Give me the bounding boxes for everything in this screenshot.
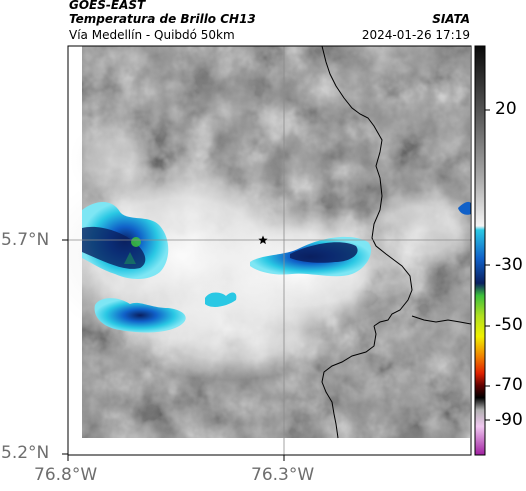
plot-frame (67, 45, 472, 456)
timestamp-label: 2024-01-26 17:19 (361, 28, 470, 42)
agency-label: SIATA (432, 12, 470, 26)
colorbar (474, 45, 490, 456)
lat-tick-label: 5.7°N (1, 230, 50, 250)
colorbar-label: -90 (495, 410, 523, 430)
star-icon (258, 235, 268, 245)
colorbar-label: 20 (495, 99, 517, 119)
convective-cell-southwest (94, 298, 186, 333)
lon-tick-label: 76.8°W (34, 465, 98, 485)
colorbar-label: -50 (495, 315, 523, 335)
colorbar-label: -30 (495, 255, 523, 275)
admin-border-east (411, 315, 471, 325)
region-subtitle: Vía Medellín - Quibdó 50km (69, 28, 235, 42)
product-title: Temperatura de Brillo CH13 (69, 12, 256, 26)
colorbar-label: -70 (495, 375, 523, 395)
convective-cell-east (458, 201, 471, 215)
lon-tick-label: 76.3°W (251, 465, 315, 485)
satellite-title: GOES-EAST (69, 0, 146, 12)
lat-tick-label: 5.2°N (1, 443, 50, 463)
admin-border-north (321, 46, 413, 327)
admin-border-south (321, 325, 377, 439)
